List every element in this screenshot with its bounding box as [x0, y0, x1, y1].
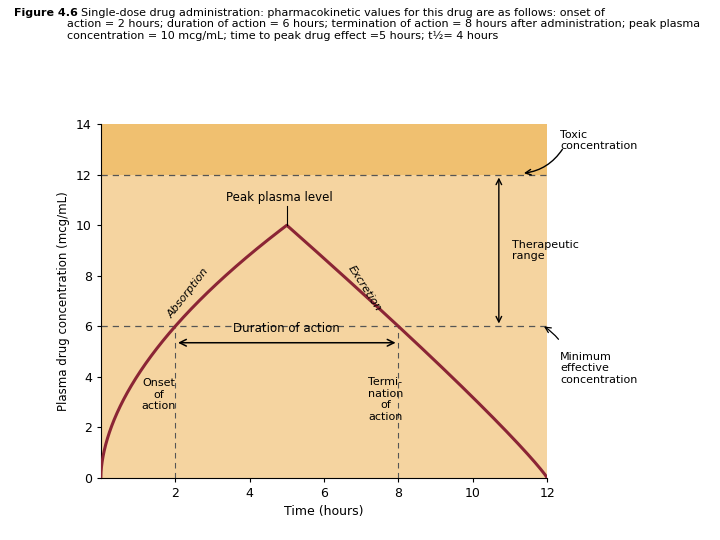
- Text: Figure 4.6: Figure 4.6: [14, 8, 78, 18]
- Text: ALWAYS LEARNING: ALWAYS LEARNING: [11, 510, 106, 519]
- Text: Termi-
nation
of
action: Termi- nation of action: [368, 377, 403, 422]
- Y-axis label: Plasma drug concentration (mcg/mL): Plasma drug concentration (mcg/mL): [58, 191, 71, 411]
- Text: Therapeutic
range: Therapeutic range: [512, 240, 579, 261]
- Text: Onset
of
action: Onset of action: [141, 378, 176, 411]
- Text: Peak plasma level: Peak plasma level: [226, 191, 333, 204]
- Text: Minimum
effective
concentration: Minimum effective concentration: [560, 352, 638, 385]
- Text: Excretion: Excretion: [346, 264, 384, 313]
- Text: Pharmacology for Nursing: A Pathophysiology Approach , Fourth Edition: Pharmacology for Nursing: A Pathophysiol…: [122, 502, 447, 511]
- Text: PEARSON: PEARSON: [585, 507, 702, 527]
- Text: Absorption: Absorption: [166, 267, 211, 320]
- Text: Michael Patrick Adams | Leland N. Holland | Carol Urban: Michael Patrick Adams | Leland N. Hollan…: [122, 523, 375, 532]
- Text: Single-dose drug administration: pharmacokinetic values for this drug are as fol: Single-dose drug administration: pharmac…: [67, 8, 701, 41]
- Text: Toxic
concentration: Toxic concentration: [560, 130, 638, 151]
- X-axis label: Time (hours): Time (hours): [284, 505, 364, 518]
- Bar: [101, 124, 547, 175]
- Text: Duration of action: Duration of action: [233, 322, 340, 335]
